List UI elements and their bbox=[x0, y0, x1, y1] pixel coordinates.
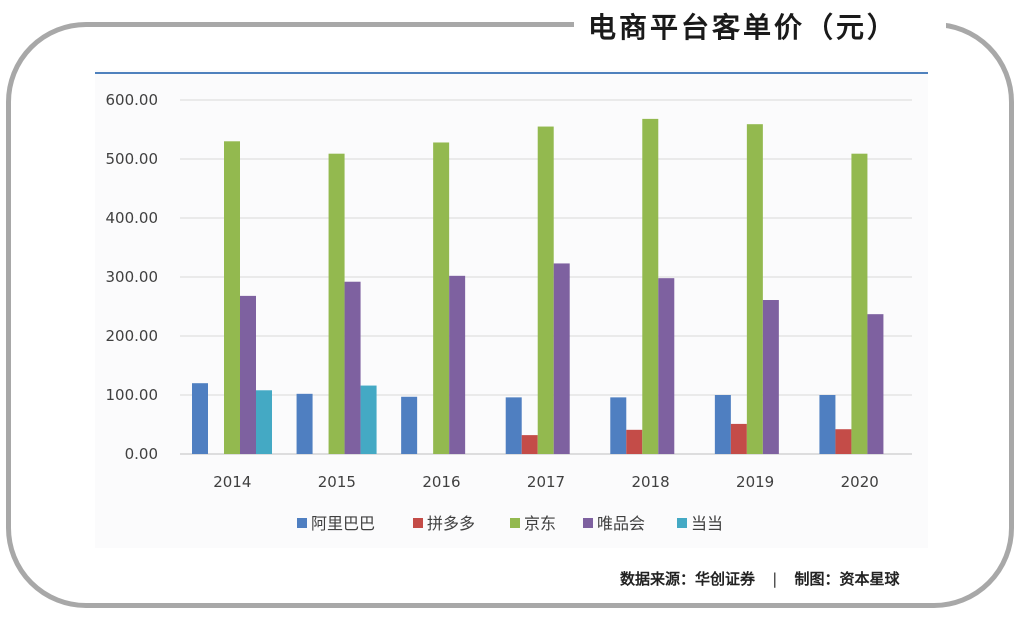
title-background bbox=[574, 4, 946, 44]
bar-唯品会-2016 bbox=[449, 275, 466, 454]
bar-阿里巴巴-2014 bbox=[192, 383, 208, 454]
y-tick-label: 0.00 bbox=[125, 445, 158, 463]
bar-京东-2016 bbox=[433, 142, 450, 455]
x-tick-label: 2015 bbox=[318, 473, 356, 491]
bar-阿里巴巴-2018 bbox=[610, 397, 627, 454]
chart-title: 电商平台客单价（元） bbox=[588, 11, 899, 44]
y-tick-label: 300.00 bbox=[106, 268, 159, 286]
legend-label: 唯品会 bbox=[597, 514, 645, 533]
x-tick-label: 2017 bbox=[527, 473, 565, 491]
legend-swatch bbox=[677, 518, 687, 528]
x-tick-label: 2020 bbox=[841, 473, 879, 491]
x-tick-label: 2019 bbox=[736, 473, 774, 491]
bar-拼多多-2018 bbox=[626, 429, 643, 454]
y-tick-label: 600.00 bbox=[106, 91, 159, 109]
y-tick-label: 400.00 bbox=[106, 209, 159, 227]
y-tick-labels: 0.00 100.00 200.00 300.00 400.00 500.00 600.00 bbox=[106, 91, 159, 463]
bar-拼多多-2020 bbox=[835, 429, 852, 454]
bar-阿里巴巴-2017 bbox=[505, 397, 522, 454]
legend-label: 阿里巴巴 bbox=[311, 514, 375, 533]
bar-京东-2018 bbox=[642, 118, 659, 454]
bar-拼多多-2019 bbox=[730, 423, 747, 454]
legend-label: 当当 bbox=[691, 514, 723, 533]
footer-separator: | bbox=[772, 570, 778, 588]
bar-京东-2015 bbox=[328, 153, 345, 454]
bar-阿里巴巴-2019 bbox=[714, 395, 731, 454]
bar-当当-2014 bbox=[256, 390, 272, 454]
bar-唯品会-2014 bbox=[240, 295, 256, 454]
legend-swatch bbox=[297, 518, 307, 528]
bar-阿里巴巴-2015 bbox=[296, 393, 313, 454]
bar-唯品会-2018 bbox=[658, 278, 675, 454]
legend-swatch bbox=[510, 518, 520, 528]
x-tick-label: 2014 bbox=[213, 473, 251, 491]
legend-label: 拼多多 bbox=[427, 514, 475, 533]
bar-阿里巴巴-2016 bbox=[401, 396, 418, 454]
bar-京东-2017 bbox=[537, 126, 554, 455]
bar-京东-2019 bbox=[746, 124, 763, 454]
bar-唯品会-2019 bbox=[762, 300, 779, 454]
footer-made-by: 制图：资本星球 bbox=[794, 570, 900, 588]
bar-拼多多-2017 bbox=[521, 435, 538, 454]
legend-label: 京东 bbox=[524, 514, 556, 533]
bar-当当-2015 bbox=[360, 385, 377, 454]
y-tick-label: 200.00 bbox=[106, 327, 159, 345]
y-tick-label: 500.00 bbox=[106, 150, 159, 168]
legend: 阿里巴巴 拼多多 京东 唯品会 当当 bbox=[297, 514, 723, 533]
bar-京东-2014 bbox=[224, 141, 240, 455]
x-tick-label: 2016 bbox=[422, 473, 460, 491]
bar-唯品会-2015 bbox=[344, 281, 361, 454]
legend-swatch bbox=[583, 518, 593, 528]
bar-唯品会-2017 bbox=[553, 263, 570, 454]
legend-swatch bbox=[413, 518, 423, 528]
y-tick-label: 100.00 bbox=[106, 386, 159, 404]
bars bbox=[192, 118, 884, 455]
footer: 数据来源：华创证券 | 制图：资本星球 bbox=[620, 568, 900, 589]
bar-唯品会-2020 bbox=[867, 314, 884, 454]
footer-source: 数据来源：华创证券 bbox=[620, 570, 756, 588]
bar-阿里巴巴-2020 bbox=[819, 395, 836, 454]
x-tick-label: 2018 bbox=[631, 473, 669, 491]
bar-京东-2020 bbox=[851, 153, 868, 454]
x-tick-labels: 2014 2015 2016 2017 2018 2019 2020 bbox=[213, 473, 879, 491]
